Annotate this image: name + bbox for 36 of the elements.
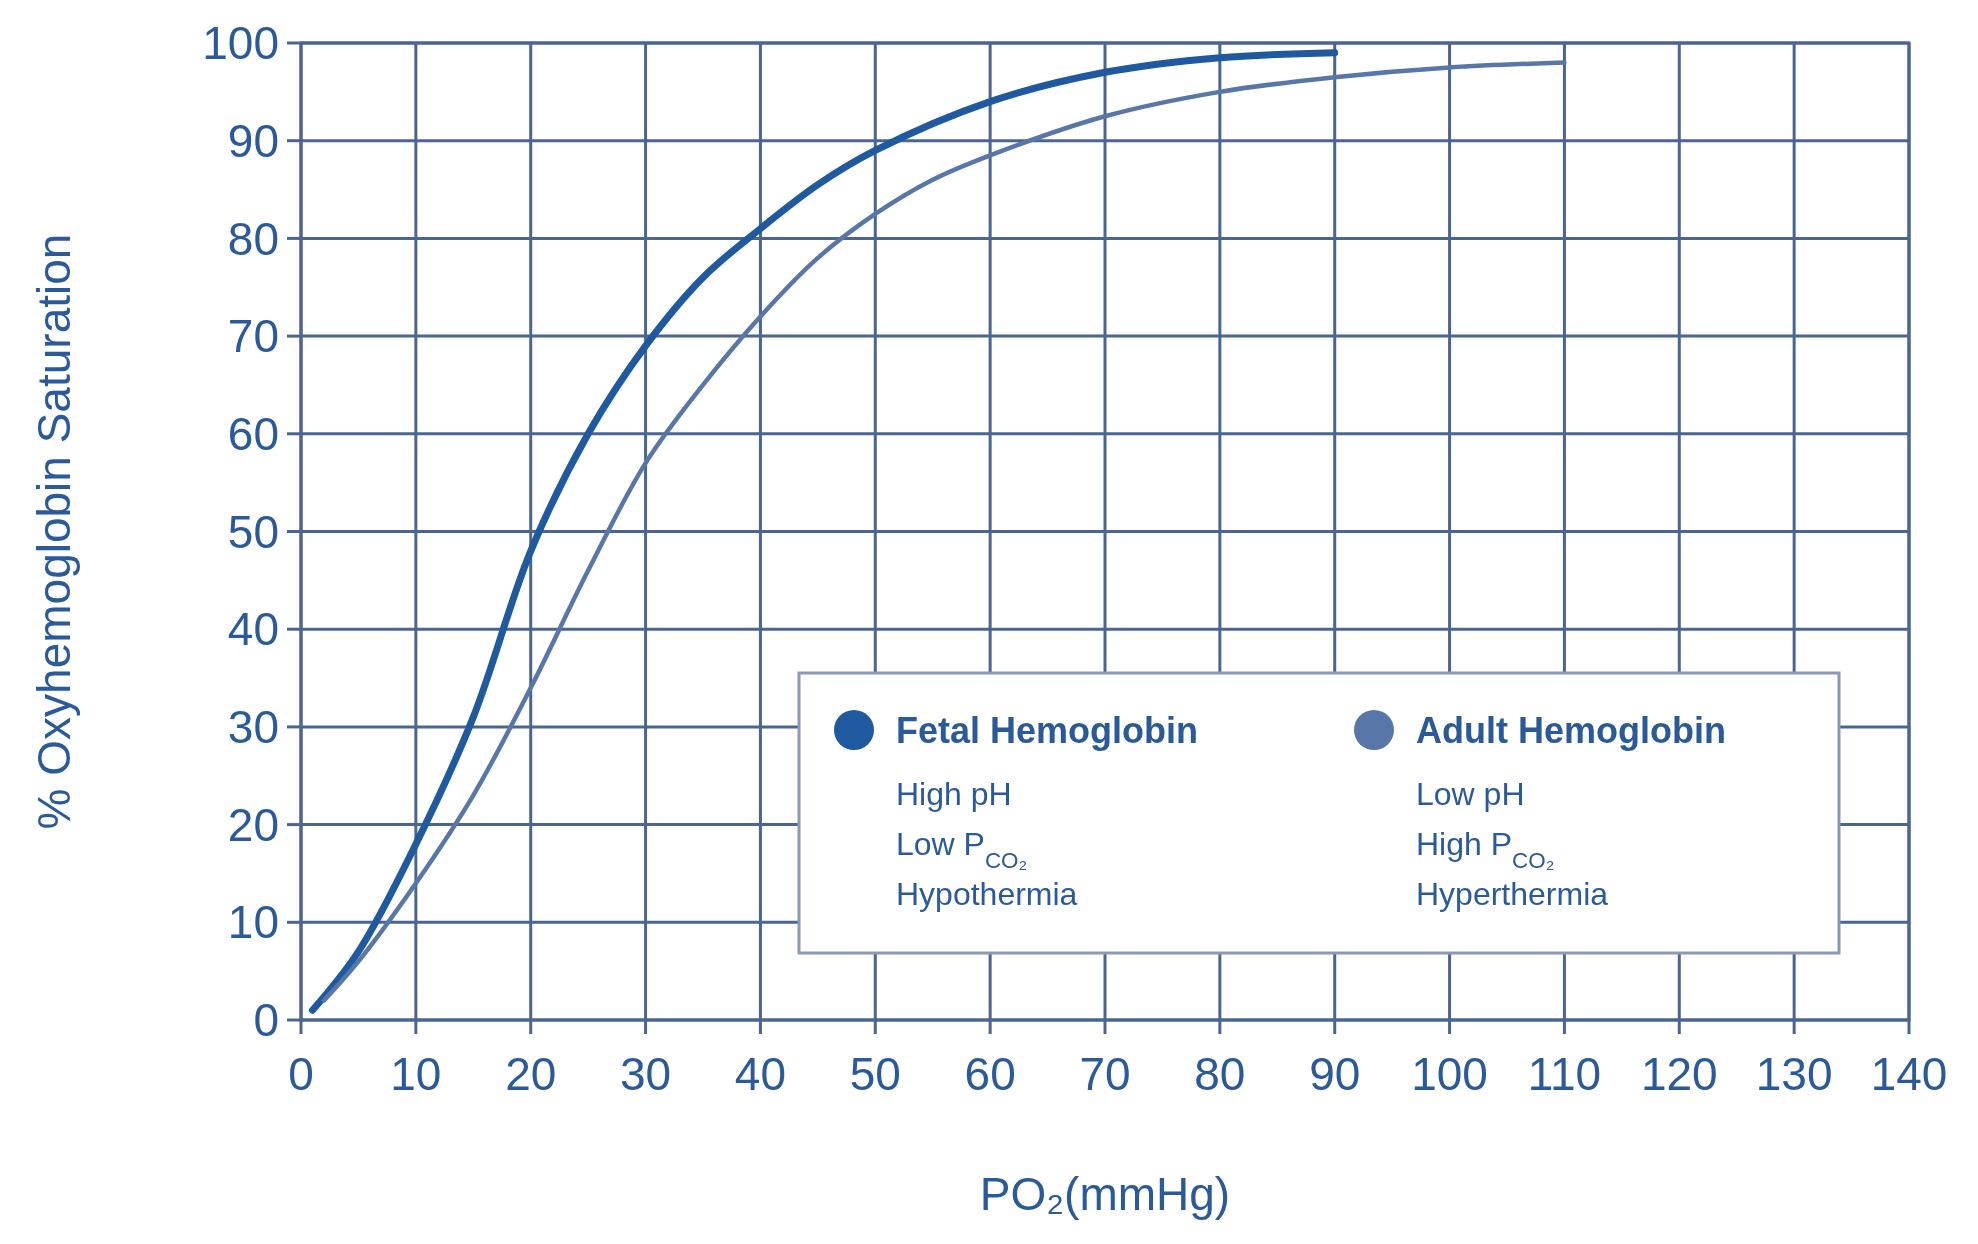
x-tick-label: 140 (1870, 1048, 1948, 1100)
y-tick-label: 10 (227, 896, 279, 949)
y-tick-label: 90 (227, 114, 279, 167)
annotation: Hyperthermia (1416, 876, 1609, 912)
y-tick-label: 70 (227, 310, 279, 363)
annotation: Low P$_{CO₂}$ (896, 826, 1028, 873)
x-tick-label: 100 (1411, 1048, 1488, 1100)
annotation: Low pH (1416, 776, 1525, 812)
annotation: Hypothermia (896, 876, 1078, 912)
x-axis-title: PO₂(mmHg) (979, 1168, 1231, 1220)
legend-label: Adult Hemoglobin (1416, 710, 1726, 751)
x-tick-label: 0 (288, 1048, 314, 1100)
y-tick-label: 30 (227, 701, 279, 753)
x-tick-label: 10 (390, 1048, 442, 1100)
legend-label: Fetal Hemoglobin (896, 710, 1199, 751)
y-tick-label: 40 (227, 603, 279, 656)
x-tick-label: 110 (1527, 1048, 1602, 1100)
y-axis-title: % Oxyhemoglobin Saturation (28, 233, 80, 830)
x-tick-label: 60 (964, 1048, 1016, 1100)
x-tick-label: 130 (1755, 1048, 1833, 1100)
x-tick-label: 90 (1309, 1048, 1361, 1100)
y-tick-label: 60 (227, 407, 279, 460)
x-tick-label: 50 (849, 1048, 901, 1100)
annotation: High pH (896, 776, 1012, 812)
x-tick-label: 70 (1079, 1048, 1131, 1100)
x-tick-label: 40 (734, 1048, 787, 1100)
y-tick-label: 80 (227, 212, 279, 265)
x-tick-label: 120 (1640, 1048, 1718, 1100)
y-tick-label: 50 (227, 505, 279, 558)
annotation: High P$_{CO₂}$ (1416, 826, 1555, 873)
x-tick-label: 30 (619, 1048, 672, 1100)
y-tick-label: 0 (253, 994, 279, 1047)
x-tick-label: 20 (505, 1048, 557, 1100)
x-tick-label: 80 (1194, 1048, 1246, 1100)
y-tick-label: 100 (202, 17, 279, 70)
y-tick-label: 20 (227, 798, 279, 851)
